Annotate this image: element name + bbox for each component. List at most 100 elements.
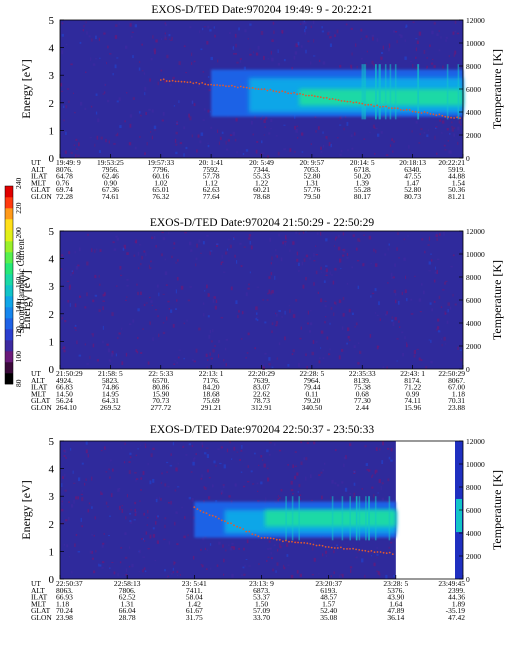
noise-speck bbox=[225, 363, 227, 367]
noise-speck bbox=[91, 476, 93, 481]
noise-speck bbox=[134, 146, 137, 150]
noise-speck bbox=[138, 61, 141, 64]
temperature-point bbox=[343, 548, 345, 550]
noise-speck bbox=[61, 50, 64, 55]
noise-speck bbox=[288, 305, 291, 307]
noise-speck bbox=[342, 249, 345, 251]
noise-speck bbox=[304, 29, 306, 33]
noise-speck bbox=[229, 134, 233, 136]
temperature-point bbox=[284, 91, 287, 93]
noise-speck bbox=[126, 494, 128, 498]
table-cell: 8063. bbox=[56, 586, 73, 595]
noise-speck bbox=[157, 315, 159, 318]
noise-speck bbox=[247, 332, 250, 336]
noise-speck bbox=[449, 132, 451, 135]
noise-speck bbox=[226, 148, 229, 151]
noise-speck bbox=[66, 88, 70, 90]
table-cell: 84.20 bbox=[203, 383, 220, 392]
noise-speck bbox=[66, 544, 69, 548]
noise-speck bbox=[65, 457, 67, 459]
noise-speck bbox=[142, 569, 144, 573]
noise-speck bbox=[326, 272, 328, 274]
noise-speck bbox=[175, 289, 177, 294]
noise-speck bbox=[448, 55, 450, 58]
noise-speck bbox=[223, 271, 226, 273]
noise-speck bbox=[335, 302, 337, 306]
noise-speck bbox=[423, 131, 426, 134]
noise-speck bbox=[445, 343, 447, 345]
noise-speck bbox=[416, 40, 419, 44]
noise-speck bbox=[146, 524, 148, 526]
noise-speck bbox=[149, 296, 151, 299]
noise-speck bbox=[277, 151, 280, 156]
noise-speck bbox=[343, 248, 346, 253]
noise-speck bbox=[99, 249, 102, 252]
noise-speck bbox=[320, 347, 322, 349]
table-cell: 44.88 bbox=[448, 172, 465, 181]
noise-speck bbox=[200, 48, 203, 51]
temperature-point bbox=[257, 88, 260, 90]
table-cell: 83.07 bbox=[253, 383, 270, 392]
noise-speck bbox=[445, 312, 447, 315]
noise-speck bbox=[412, 64, 414, 68]
table-cell: 20: 1:41 bbox=[199, 158, 224, 167]
noise-speck bbox=[280, 257, 283, 262]
right-tick-label: 0 bbox=[466, 154, 470, 163]
table-cell: 81.21 bbox=[448, 192, 465, 201]
noise-speck bbox=[225, 338, 228, 341]
noise-speck bbox=[158, 292, 160, 297]
noise-speck bbox=[310, 143, 312, 145]
noise-speck bbox=[121, 508, 123, 513]
table-row-label: UT bbox=[31, 579, 41, 588]
noise-speck bbox=[438, 30, 440, 32]
noise-speck bbox=[149, 78, 151, 82]
noise-speck bbox=[72, 470, 74, 474]
colorbar-segment bbox=[5, 241, 13, 253]
table-cell: 22:20:29 bbox=[248, 369, 275, 378]
noise-speck bbox=[281, 30, 284, 34]
noise-speck bbox=[114, 64, 117, 69]
table-cell: 1.39 bbox=[356, 178, 369, 187]
noise-speck bbox=[154, 560, 156, 562]
noise-speck bbox=[270, 127, 272, 130]
noise-speck bbox=[386, 311, 388, 315]
temperature-point bbox=[361, 549, 364, 552]
noise-speck bbox=[118, 488, 121, 490]
noise-speck bbox=[406, 298, 408, 302]
band-streak bbox=[379, 64, 381, 120]
band-core bbox=[299, 89, 463, 106]
noise-speck bbox=[202, 241, 205, 245]
noise-speck bbox=[342, 573, 344, 578]
noise-speck bbox=[111, 562, 114, 563]
noise-speck bbox=[74, 324, 77, 327]
noise-speck bbox=[235, 300, 238, 304]
noise-speck bbox=[258, 464, 260, 466]
noise-speck bbox=[117, 573, 119, 577]
noise-speck bbox=[346, 282, 349, 285]
noise-speck bbox=[225, 549, 227, 552]
noise-speck bbox=[270, 291, 272, 295]
noise-speck bbox=[313, 252, 315, 257]
colorbar-segment bbox=[5, 362, 13, 374]
noise-speck bbox=[421, 283, 423, 286]
noise-speck bbox=[210, 250, 213, 252]
noise-speck bbox=[299, 23, 302, 25]
temperature-point bbox=[385, 552, 388, 555]
band-streak bbox=[331, 496, 334, 541]
noise-speck bbox=[313, 540, 315, 543]
noise-speck bbox=[250, 245, 253, 250]
noise-speck bbox=[313, 557, 316, 562]
noise-speck bbox=[294, 451, 297, 453]
colorbar-segment bbox=[5, 208, 13, 220]
noise-speck bbox=[294, 115, 296, 119]
noise-speck bbox=[165, 284, 168, 286]
noise-speck bbox=[85, 478, 87, 481]
noise-speck bbox=[426, 65, 428, 69]
noise-speck bbox=[140, 477, 143, 480]
noise-speck bbox=[107, 99, 110, 103]
temperature-point bbox=[334, 98, 337, 101]
noise-speck bbox=[434, 271, 437, 274]
noise-speck bbox=[237, 314, 239, 319]
noise-speck bbox=[161, 231, 164, 233]
noise-speck bbox=[327, 32, 330, 36]
